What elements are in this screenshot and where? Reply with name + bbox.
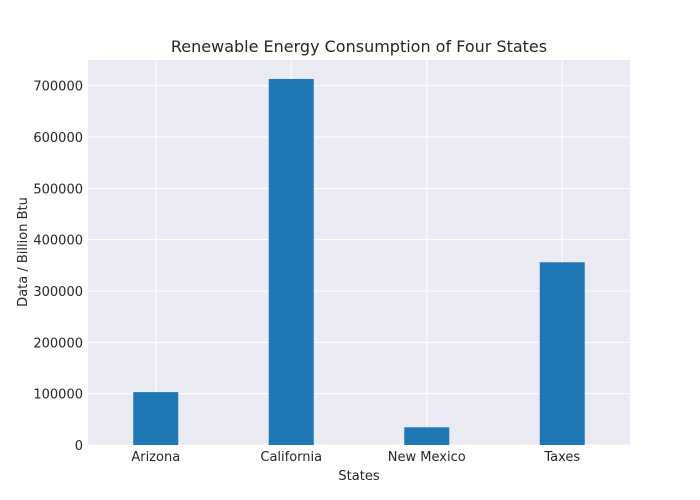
y-tick-label: 100000 bbox=[33, 388, 83, 403]
x-tick-label: New Mexico bbox=[388, 450, 466, 465]
x-tick-label: California bbox=[260, 450, 322, 465]
bar-taxes bbox=[539, 262, 585, 445]
y-tick-label: 500000 bbox=[33, 182, 83, 197]
x-axis-ticks: Arizona California New Mexico Taxes bbox=[131, 450, 580, 465]
y-tick-label: 300000 bbox=[33, 285, 83, 300]
bar-california bbox=[268, 78, 314, 445]
y-axis-ticks: 0 100000 200000 300000 400000 500000 600000 700… bbox=[33, 80, 83, 454]
chart-title: Renewable Energy Consumption of Four Sta… bbox=[171, 37, 547, 56]
bar-arizona bbox=[133, 392, 179, 445]
x-axis-label: States bbox=[338, 469, 379, 484]
x-tick-label: Arizona bbox=[131, 450, 180, 465]
y-tick-label: 200000 bbox=[33, 336, 83, 351]
x-tick-label: Taxes bbox=[543, 450, 580, 465]
y-axis-label: Data / Billion Btu bbox=[16, 197, 31, 307]
y-tick-label: 400000 bbox=[33, 234, 83, 249]
bars bbox=[133, 78, 585, 445]
y-tick-label: 0 bbox=[75, 439, 83, 454]
y-tick-label: 600000 bbox=[33, 131, 83, 146]
y-tick-label: 700000 bbox=[33, 80, 83, 95]
plot-area bbox=[88, 60, 630, 445]
bar-new-mexico bbox=[404, 427, 450, 445]
